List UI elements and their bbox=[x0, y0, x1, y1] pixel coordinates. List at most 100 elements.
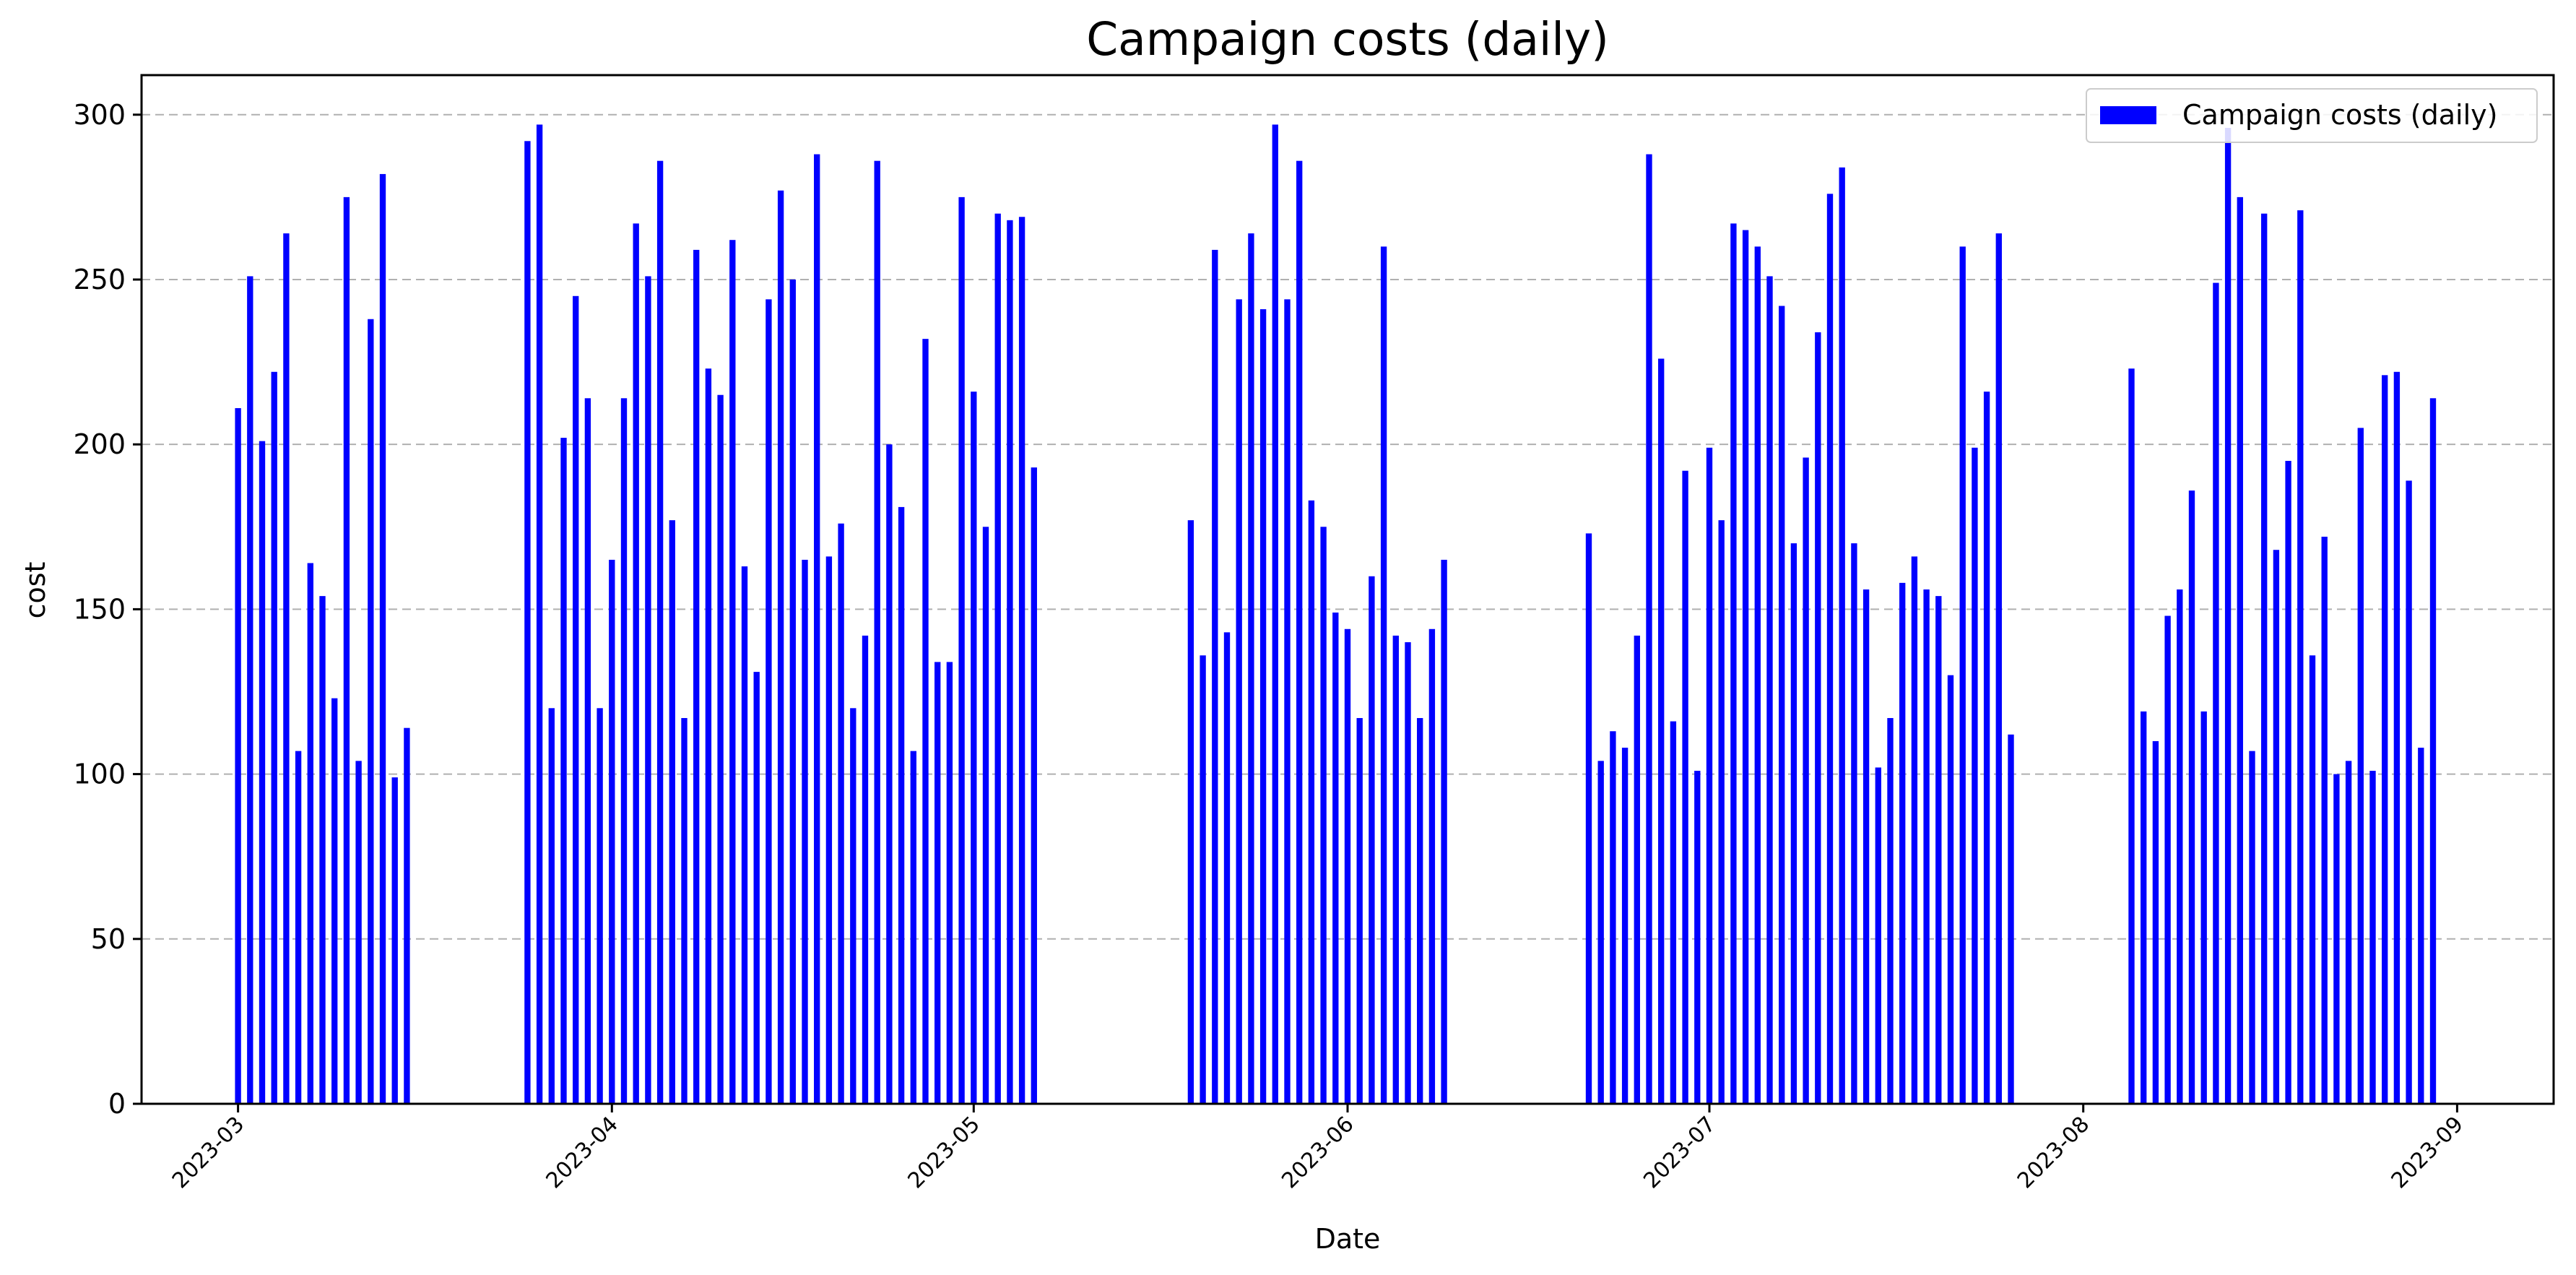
bar bbox=[2249, 751, 2255, 1104]
bar bbox=[1995, 233, 2002, 1105]
bar bbox=[1380, 246, 1387, 1104]
bar bbox=[319, 596, 326, 1104]
bar bbox=[560, 438, 567, 1104]
bar bbox=[2188, 490, 2195, 1104]
bar bbox=[331, 698, 338, 1104]
x-tick-label: 2023-07 bbox=[1639, 1112, 1720, 1193]
bar bbox=[379, 173, 386, 1104]
bar bbox=[1621, 748, 1629, 1104]
bar bbox=[1779, 306, 1785, 1104]
y-tick-label: 50 bbox=[91, 923, 126, 955]
bar bbox=[1766, 276, 1773, 1104]
y-tick-label: 200 bbox=[73, 428, 126, 460]
bar bbox=[1839, 167, 1845, 1104]
legend: Campaign costs (daily) bbox=[2086, 88, 2538, 143]
bar bbox=[1706, 447, 1713, 1104]
bar bbox=[766, 299, 772, 1104]
bar bbox=[1947, 675, 1954, 1104]
bar bbox=[910, 751, 916, 1104]
bar bbox=[1694, 771, 1701, 1104]
bar bbox=[1803, 457, 1809, 1104]
chart-title: Campaign costs (daily) bbox=[1086, 13, 1609, 66]
bar bbox=[536, 124, 543, 1104]
bar bbox=[2237, 196, 2243, 1104]
bar bbox=[2152, 740, 2159, 1104]
y-tick-label: 0 bbox=[108, 1088, 126, 1120]
bar bbox=[958, 196, 965, 1104]
legend-box bbox=[2086, 88, 2538, 143]
bar bbox=[1369, 576, 1375, 1104]
bar bbox=[2429, 398, 2437, 1104]
bar bbox=[1899, 582, 1906, 1104]
legend-label: Campaign costs (daily) bbox=[2182, 99, 2497, 131]
bar bbox=[1585, 533, 1592, 1104]
bar bbox=[1200, 655, 1206, 1104]
bar bbox=[2224, 128, 2232, 1104]
bar bbox=[874, 160, 880, 1105]
y-tick-label: 300 bbox=[73, 99, 126, 131]
bar bbox=[307, 563, 313, 1104]
bar bbox=[271, 371, 277, 1104]
bar bbox=[573, 295, 579, 1104]
bar bbox=[825, 556, 833, 1104]
bar bbox=[1718, 520, 1725, 1104]
bar bbox=[1730, 223, 1737, 1104]
bar bbox=[789, 279, 796, 1104]
bar bbox=[2164, 615, 2171, 1104]
bar bbox=[2382, 375, 2388, 1104]
x-tick-label: 2023-08 bbox=[2013, 1112, 2094, 1193]
bar bbox=[934, 662, 941, 1104]
bar bbox=[1815, 332, 1821, 1104]
bar bbox=[1259, 309, 1267, 1104]
bar bbox=[1754, 246, 1761, 1104]
bar bbox=[548, 708, 555, 1104]
bar bbox=[2321, 536, 2328, 1104]
bar bbox=[1862, 589, 1870, 1104]
bar bbox=[1018, 217, 1025, 1105]
bar bbox=[922, 339, 929, 1105]
x-axis-ticks: 2023-03 2023-04 2023-05 2023-06 2023-07 2023-… bbox=[168, 1104, 2468, 1193]
x-tick-label: 2023-04 bbox=[542, 1112, 623, 1193]
bar bbox=[2357, 428, 2364, 1104]
bars-group bbox=[235, 124, 2437, 1105]
bar bbox=[235, 407, 241, 1104]
bar bbox=[1031, 467, 1037, 1104]
bar bbox=[2418, 748, 2424, 1104]
x-tick-label: 2023-09 bbox=[2387, 1112, 2468, 1193]
bar bbox=[2128, 368, 2135, 1104]
bar bbox=[343, 196, 350, 1104]
bar bbox=[814, 154, 820, 1105]
bar bbox=[1320, 527, 1327, 1104]
y-axis-label: cost bbox=[19, 562, 51, 619]
bar bbox=[524, 141, 531, 1104]
bar bbox=[2200, 711, 2207, 1104]
bar bbox=[1682, 470, 1688, 1104]
bar bbox=[645, 276, 651, 1104]
bar bbox=[1935, 596, 1942, 1104]
bar bbox=[1441, 559, 1447, 1104]
bar bbox=[1646, 154, 1652, 1105]
bar bbox=[391, 777, 398, 1104]
bar bbox=[898, 506, 905, 1104]
bar bbox=[609, 559, 615, 1104]
bar bbox=[633, 223, 639, 1104]
bar bbox=[295, 751, 302, 1104]
bar bbox=[1742, 230, 1749, 1104]
bar bbox=[1983, 392, 1990, 1104]
bar bbox=[1272, 124, 1278, 1104]
bar bbox=[862, 635, 869, 1104]
bar bbox=[2273, 550, 2280, 1104]
bar bbox=[1308, 500, 1315, 1104]
bar bbox=[2297, 210, 2304, 1105]
bar bbox=[693, 249, 700, 1104]
x-tick-label: 2023-03 bbox=[168, 1112, 249, 1193]
bar bbox=[717, 394, 724, 1104]
bar bbox=[741, 566, 748, 1104]
bar bbox=[971, 392, 977, 1104]
bar bbox=[729, 240, 736, 1105]
bar bbox=[2333, 774, 2340, 1104]
bar bbox=[1658, 358, 1665, 1104]
bar bbox=[2141, 711, 2147, 1104]
bar bbox=[1356, 718, 1363, 1104]
y-tick-label: 250 bbox=[73, 264, 126, 295]
